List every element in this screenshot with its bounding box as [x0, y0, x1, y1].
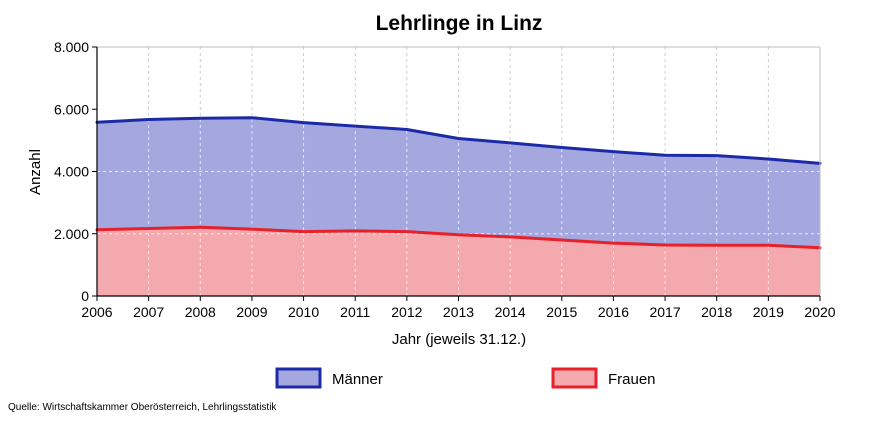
x-tick-label: 2010	[288, 304, 319, 320]
x-tick-label: 2018	[701, 304, 732, 320]
source-note: Quelle: Wirtschaftskammer Oberösterreich…	[8, 402, 277, 413]
legend-swatch-m-nner	[275, 367, 322, 389]
x-tick-labels: 2006 2007 2008 2009 2010 2011 2012 2013 2014 2015…	[81, 296, 836, 320]
x-tick-label: 2016	[598, 304, 629, 320]
legend: Männer Frauen	[275, 367, 656, 389]
series-lines	[95, 116, 822, 250]
line-m-nner	[95, 116, 822, 165]
x-tick-label: 2020	[804, 304, 835, 320]
y-tick-label: 8.000	[54, 39, 89, 55]
chart-title: Lehrlinge in Linz	[376, 12, 543, 35]
x-tick-label: 2014	[495, 304, 526, 320]
x-tick-label: 2006	[81, 304, 112, 320]
legend-label-m-nner: Männer	[332, 371, 383, 388]
y-axis-label: Anzahl	[27, 149, 44, 195]
x-axis-label: Jahr (jeweils 31.12.)	[392, 331, 526, 348]
x-tick-label: 2015	[546, 304, 577, 320]
x-tick-label: 2017	[649, 304, 680, 320]
legend-label-frauen: Frauen	[608, 371, 656, 388]
legend-swatch-frauen	[551, 367, 598, 389]
x-tick-label: 2013	[443, 304, 474, 320]
y-tick-label: 6.000	[54, 101, 89, 117]
y-tick-label: 0	[81, 288, 89, 304]
y-tick-labels: 0 2.000 4.000 6.000 8.000	[54, 39, 97, 304]
y-tick-label: 2.000	[54, 226, 89, 242]
x-tick-label: 2011	[340, 304, 370, 320]
x-tick-label: 2009	[236, 304, 267, 320]
x-tick-label: 2007	[133, 304, 164, 320]
y-tick-label: 4.000	[54, 164, 89, 180]
x-tick-label: 2012	[391, 304, 422, 320]
area-m-nner	[97, 117, 820, 248]
line-frauen	[95, 225, 822, 250]
x-tick-label: 2008	[185, 304, 216, 320]
x-tick-label: 2019	[753, 304, 784, 320]
